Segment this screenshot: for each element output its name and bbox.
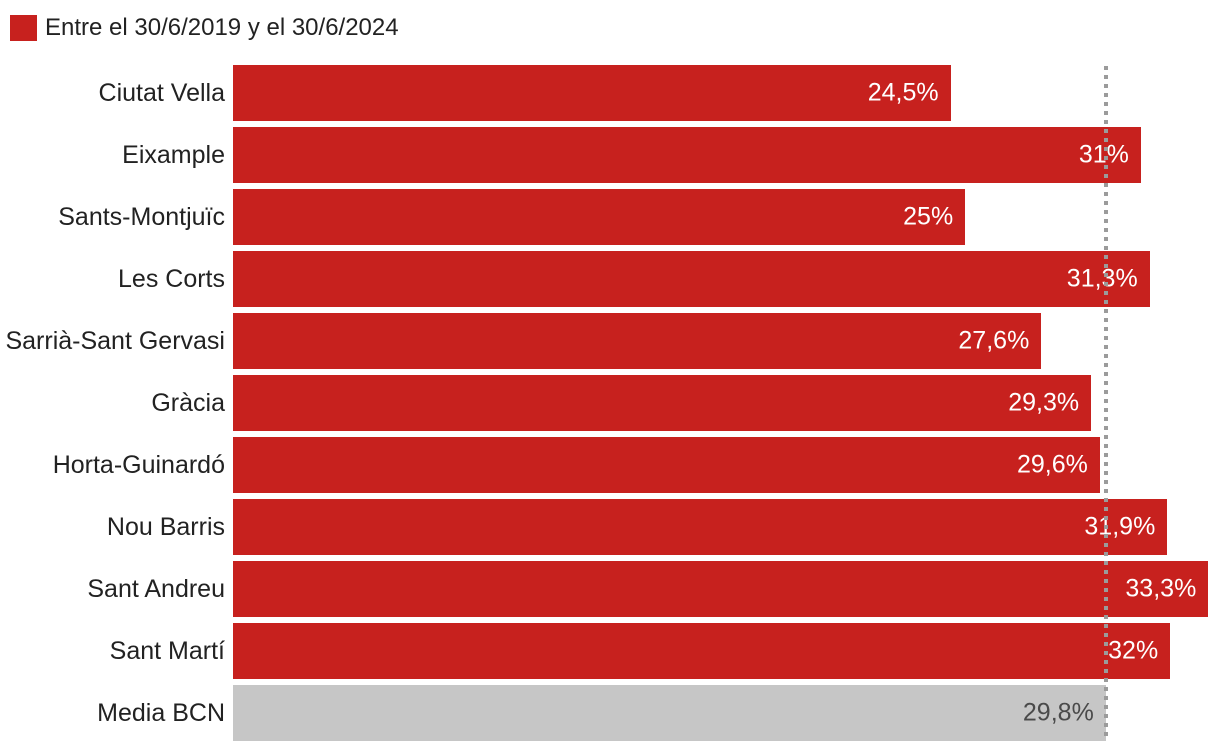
- chart-row: Les Corts 31,3%: [0, 251, 1220, 307]
- bar: 29,6%: [233, 437, 1100, 493]
- chart-row: Ciutat Vella 24,5%: [0, 65, 1220, 121]
- category-label: Eixample: [122, 141, 225, 169]
- value-label: 24,5%: [867, 78, 939, 107]
- bar: 29,3%: [233, 375, 1092, 431]
- chart-row: Sant Andreu 33,3%: [0, 561, 1220, 617]
- value-label: 31,9%: [1084, 512, 1156, 541]
- bar: 31,3%: [233, 251, 1150, 307]
- bar: 27,6%: [233, 313, 1042, 369]
- category-label: Media BCN: [97, 699, 225, 727]
- value-label: 25%: [903, 202, 954, 231]
- value-label: 33,3%: [1125, 574, 1197, 603]
- category-label: Sant Andreu: [87, 575, 225, 603]
- category-label: Les Corts: [118, 265, 225, 293]
- value-label: 27,6%: [958, 326, 1030, 355]
- chart-row: Eixample 31%: [0, 127, 1220, 183]
- chart-row: Horta-Guinardó 29,6%: [0, 437, 1220, 493]
- bar: 31,9%: [233, 499, 1168, 555]
- category-label: Sants-Montjuïc: [58, 203, 225, 231]
- value-label: 32%: [1108, 636, 1159, 665]
- bar: 29,8%: [233, 685, 1106, 741]
- bar: 24,5%: [233, 65, 951, 121]
- value-label: 31,3%: [1066, 264, 1138, 293]
- chart-row: Nou Barris 31,9%: [0, 499, 1220, 555]
- bar: 31%: [233, 127, 1141, 183]
- category-label: Ciutat Vella: [98, 79, 225, 107]
- bar: 32%: [233, 623, 1171, 679]
- bar: 25%: [233, 189, 966, 245]
- chart-row: Sants-Montjuïc 25%: [0, 189, 1220, 245]
- reference-line-average: [1103, 66, 1108, 741]
- value-label: 29,8%: [1022, 698, 1094, 727]
- chart-row: Media BCN 29,8%: [0, 685, 1220, 741]
- legend: Entre el 30/6/2019 y el 30/6/2024: [10, 14, 399, 42]
- value-label: 29,6%: [1017, 450, 1088, 479]
- category-label: Nou Barris: [106, 513, 225, 541]
- value-label: 29,3%: [1008, 388, 1080, 417]
- chart-row: Gràcia 29,3%: [0, 375, 1220, 431]
- legend-label: Entre el 30/6/2019 y el 30/6/2024: [45, 14, 399, 41]
- chart-row: Sarrià-Sant Gervasi 27,6%: [0, 313, 1220, 369]
- category-label: Horta-Guinardó: [52, 451, 225, 479]
- category-label: Sant Martí: [109, 637, 225, 665]
- chart-row: Sant Martí 32%: [0, 623, 1220, 679]
- legend-swatch: [10, 15, 37, 41]
- category-label: Sarrià-Sant Gervasi: [5, 327, 225, 355]
- category-label: Gràcia: [151, 389, 225, 417]
- bar: 33,3%: [233, 561, 1209, 617]
